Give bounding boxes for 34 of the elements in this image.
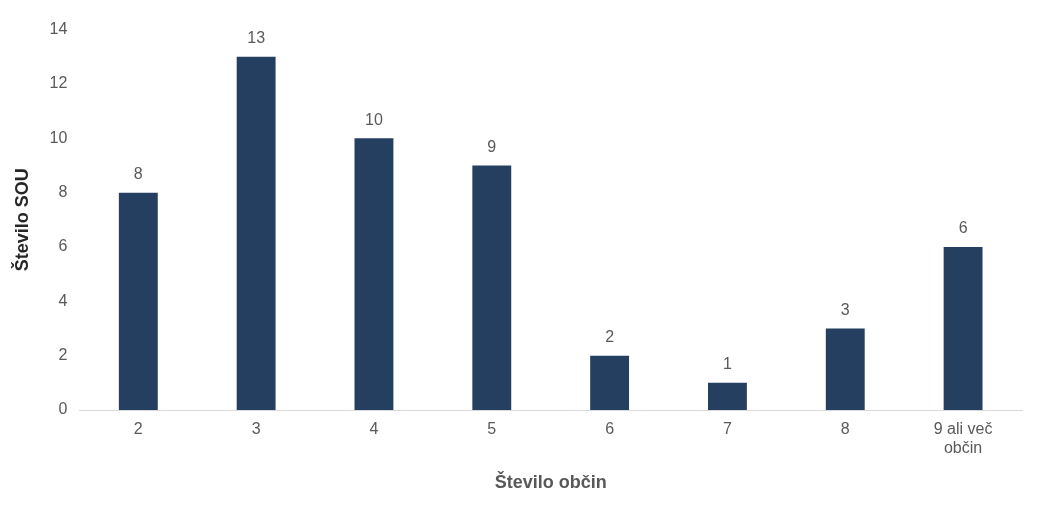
- data-label: 3: [840, 300, 850, 318]
- data-label: 1: [722, 355, 732, 373]
- bar: [708, 382, 747, 410]
- x-tick-label: 7: [722, 420, 732, 438]
- y-tick-label: 0: [58, 400, 68, 418]
- y-tick-label: 10: [49, 128, 68, 146]
- y-tick-label: 2: [58, 346, 68, 364]
- bar: [590, 355, 630, 410]
- data-label: 6: [958, 219, 968, 237]
- bar: [118, 192, 158, 410]
- y-tick-label: 12: [49, 74, 68, 92]
- y-tick-label: 4: [58, 291, 68, 309]
- data-label: 10: [365, 110, 383, 128]
- bar: [943, 246, 983, 410]
- bar: [236, 56, 276, 410]
- x-tick-label: 6: [605, 420, 615, 438]
- bar: [825, 328, 865, 410]
- x-tick-label: 2: [133, 420, 143, 438]
- y-tick-label: 8: [58, 183, 68, 201]
- x-tick-label: 8: [840, 420, 850, 438]
- x-tick-label: 4: [369, 420, 379, 438]
- data-label: 8: [133, 165, 143, 183]
- y-tick-label: 14: [49, 20, 68, 38]
- x-tick-label: 9 ali več občin: [933, 420, 993, 457]
- y-axis-title: Število SOU: [10, 168, 32, 272]
- bar: [472, 165, 512, 410]
- data-label: 13: [247, 29, 266, 47]
- x-tick-label: 5: [487, 420, 497, 438]
- bar: [354, 138, 394, 410]
- data-label: 9: [487, 137, 497, 155]
- y-tick-label: 6: [58, 237, 68, 255]
- data-label: 2: [605, 328, 615, 346]
- x-tick-label: 3: [251, 420, 261, 438]
- x-axis-title: Število občin: [494, 471, 607, 493]
